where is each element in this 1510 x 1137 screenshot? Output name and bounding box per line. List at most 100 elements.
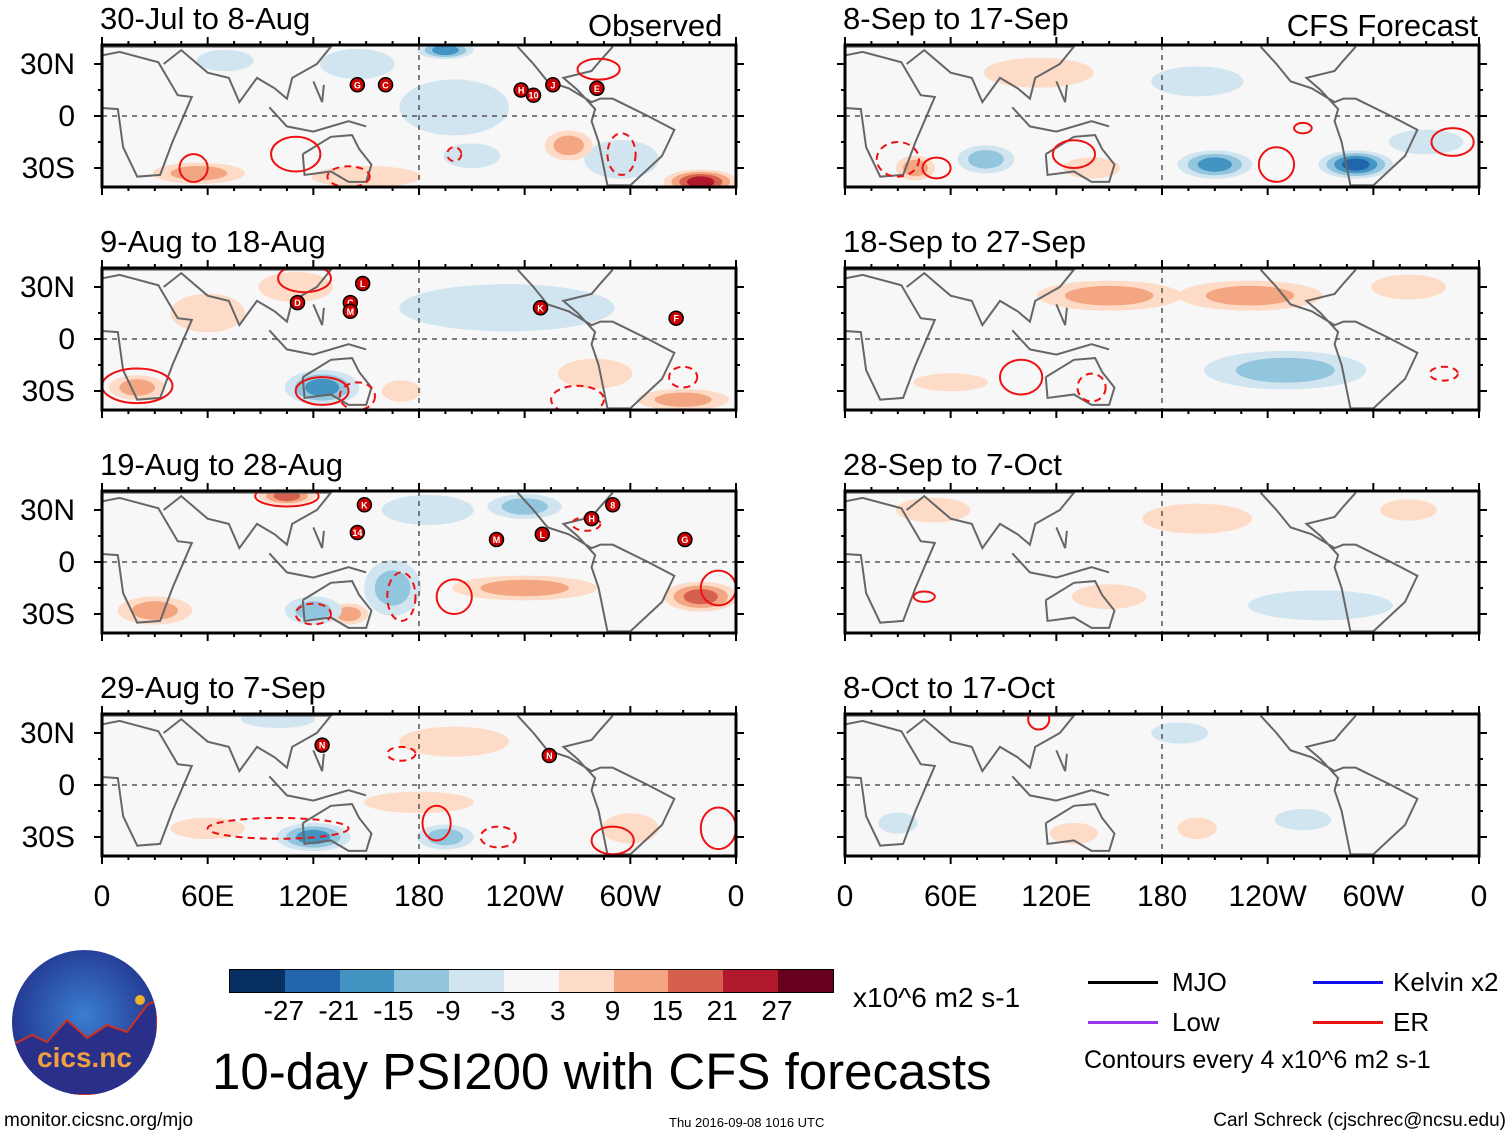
storm-marker[interactable]: H (583, 510, 600, 527)
lat-label: 30N (19, 717, 75, 750)
storm-icon (541, 747, 558, 764)
colorbar-tick-label: -27 (263, 995, 305, 1026)
storm-icon (342, 303, 359, 320)
observed-label: Observed (588, 8, 723, 43)
logo-mountains (12, 995, 157, 1095)
panel-title: 8-Oct to 17-Oct (843, 670, 1055, 705)
lat-label: 0 (58, 100, 75, 133)
coastline (516, 45, 676, 187)
lon-label: 60W (1342, 880, 1405, 913)
colorbar-swatch (394, 970, 450, 992)
storm-label: 10 (528, 91, 538, 101)
er-contour (1257, 146, 1296, 183)
coastline (845, 50, 937, 178)
storm-label: C (382, 80, 389, 90)
er-contour (294, 602, 332, 626)
colorbar-swatch (503, 970, 559, 992)
coastline (845, 496, 937, 624)
storm-label: H (588, 514, 595, 524)
storm-marker[interactable]: K (356, 497, 373, 513)
storm-label: K (537, 303, 544, 313)
storm-label: E (594, 84, 600, 94)
storm-marker[interactable]: 10 (525, 87, 542, 103)
storm-label: G (354, 80, 361, 90)
anomaly-shading (320, 49, 395, 79)
anomaly-shading (119, 379, 156, 396)
er-contour (606, 132, 637, 176)
panel-title: 8-Sep to 17-Sep (843, 1, 1069, 36)
storm-label: M (347, 307, 355, 317)
storm-marker[interactable]: C (377, 77, 394, 93)
anomaly-shading (1197, 157, 1232, 172)
storm-marker[interactable]: L (354, 275, 371, 292)
storm-marker[interactable]: J (545, 77, 561, 93)
storm-label: 8 (610, 500, 615, 510)
storm-label: L (360, 279, 366, 289)
anomaly-shading (196, 49, 254, 72)
storm-marker[interactable]: G (349, 77, 366, 93)
coastline (1055, 749, 1068, 772)
storm-marker[interactable]: F (668, 310, 684, 326)
storm-marker[interactable]: M (342, 303, 359, 320)
storm-icon (604, 497, 621, 513)
anomaly-shading (983, 57, 1094, 88)
footer-author: Carl Schreck (cjschrec@ncsu.edu) (1213, 1110, 1506, 1131)
er-contour (178, 153, 209, 183)
storm-label: C (347, 298, 354, 308)
storm-marker[interactable]: M (488, 531, 505, 548)
panel-title: 29-Aug to 7-Sep (100, 670, 326, 705)
anomaly-shading (913, 373, 988, 392)
anomaly-shading (381, 495, 474, 525)
storm-marker[interactable]: H (513, 82, 529, 98)
anomaly-shading (258, 272, 333, 302)
anomaly-shading (557, 358, 633, 389)
colorbar-units: x10^6 m2 s-1 (853, 982, 1021, 1013)
anomaly-shading (1235, 357, 1335, 383)
er-contour (446, 146, 463, 163)
footer-url[interactable]: monitor.cicsnc.org/mjo (4, 1110, 194, 1131)
lon-label: 0 (93, 880, 111, 913)
anomaly-shading (381, 380, 421, 402)
er-contour (1051, 139, 1097, 169)
lon-label: 120W (1228, 880, 1307, 913)
lon-label: 180 (393, 880, 445, 913)
lat-label: 30S (21, 821, 75, 854)
er-contour (206, 816, 350, 840)
storm-icon (488, 531, 505, 548)
storm-label: H (518, 86, 525, 96)
storm-marker[interactable]: E (589, 80, 605, 97)
storm-marker[interactable]: 8 (604, 497, 621, 513)
storm-marker[interactable]: N (541, 747, 558, 764)
storm-marker[interactable]: N (314, 737, 330, 753)
coastline (312, 80, 325, 103)
colorbar-tick-label: 21 (706, 995, 738, 1026)
anomaly-shading (335, 606, 362, 622)
coastline (516, 714, 676, 856)
storm-marker[interactable]: L (534, 526, 551, 543)
er-contour (1076, 372, 1107, 403)
storm-marker[interactable]: 14 (349, 524, 366, 541)
coastline (1011, 552, 1110, 579)
storm-marker[interactable]: D (289, 294, 306, 311)
coastline (1044, 580, 1116, 629)
storm-icon (525, 87, 542, 103)
storm-label: D (294, 298, 301, 308)
storm-icon (349, 77, 366, 93)
storm-icon (349, 524, 366, 541)
coastline (102, 714, 334, 774)
lat-label: 0 (58, 323, 75, 356)
map-panel: G C H10 J E (94, 37, 744, 195)
storm-marker[interactable]: K (532, 300, 549, 316)
anomaly-shading (687, 176, 715, 187)
anomaly-shading (553, 135, 584, 156)
map-panel: NN (94, 706, 744, 864)
colorbar-swatch (723, 970, 778, 992)
panel-title: 9-Aug to 18-Aug (100, 224, 326, 259)
legend-label-er: ER (1393, 1007, 1430, 1037)
anomaly-shading (584, 140, 659, 179)
storm-marker[interactable]: G (677, 531, 693, 548)
er-contour (294, 376, 350, 406)
colorbar-swatch (339, 970, 395, 992)
anomaly-shading (1151, 66, 1244, 97)
anomaly-shading (902, 159, 929, 177)
